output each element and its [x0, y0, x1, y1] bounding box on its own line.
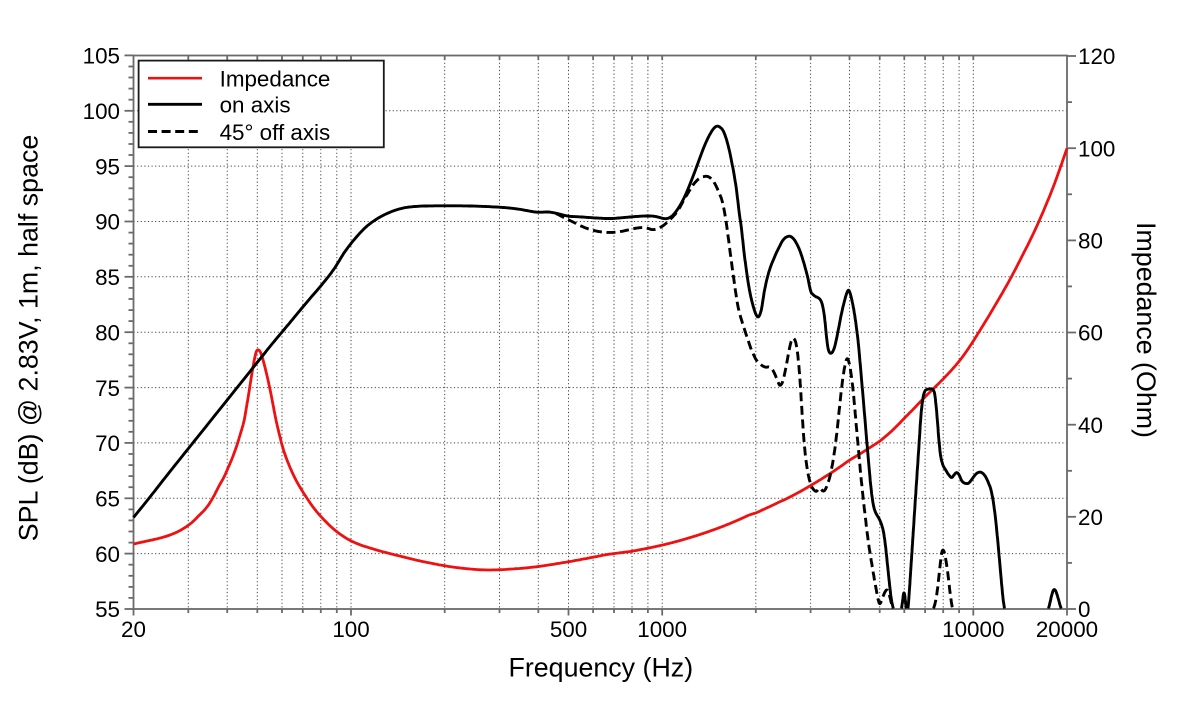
svg-text:45° off axis: 45° off axis: [220, 120, 331, 145]
svg-text:on axis: on axis: [220, 92, 291, 117]
svg-text:500: 500: [550, 617, 587, 642]
svg-text:Frequency (Hz): Frequency (Hz): [508, 653, 693, 683]
svg-text:20: 20: [1078, 505, 1103, 530]
svg-text:1000: 1000: [637, 617, 687, 642]
svg-text:40: 40: [1078, 413, 1103, 438]
svg-text:120: 120: [1078, 44, 1115, 69]
svg-text:20: 20: [121, 617, 146, 642]
svg-text:70: 70: [95, 431, 120, 456]
svg-text:80: 80: [1078, 229, 1103, 254]
svg-text:10000: 10000: [942, 617, 1004, 642]
svg-text:100: 100: [332, 617, 369, 642]
svg-text:60: 60: [95, 542, 120, 567]
svg-text:90: 90: [95, 210, 120, 235]
svg-text:105: 105: [83, 44, 120, 69]
svg-text:100: 100: [83, 99, 120, 124]
svg-text:0: 0: [1078, 597, 1090, 622]
svg-text:55: 55: [95, 597, 120, 622]
svg-text:75: 75: [95, 376, 120, 401]
svg-text:Impedance: Impedance: [220, 67, 331, 92]
svg-text:85: 85: [95, 265, 120, 290]
svg-text:95: 95: [95, 154, 120, 179]
svg-text:SPL (dB) @ 2.83V, 1m, half spa: SPL (dB) @ 2.83V, 1m, half space: [14, 135, 44, 542]
svg-text:Impedance (Ohm): Impedance (Ohm): [1131, 222, 1161, 438]
svg-text:20000: 20000: [1036, 617, 1098, 642]
svg-text:60: 60: [1078, 321, 1103, 346]
svg-text:100: 100: [1078, 136, 1115, 161]
svg-text:80: 80: [95, 320, 120, 345]
svg-text:65: 65: [95, 487, 120, 512]
